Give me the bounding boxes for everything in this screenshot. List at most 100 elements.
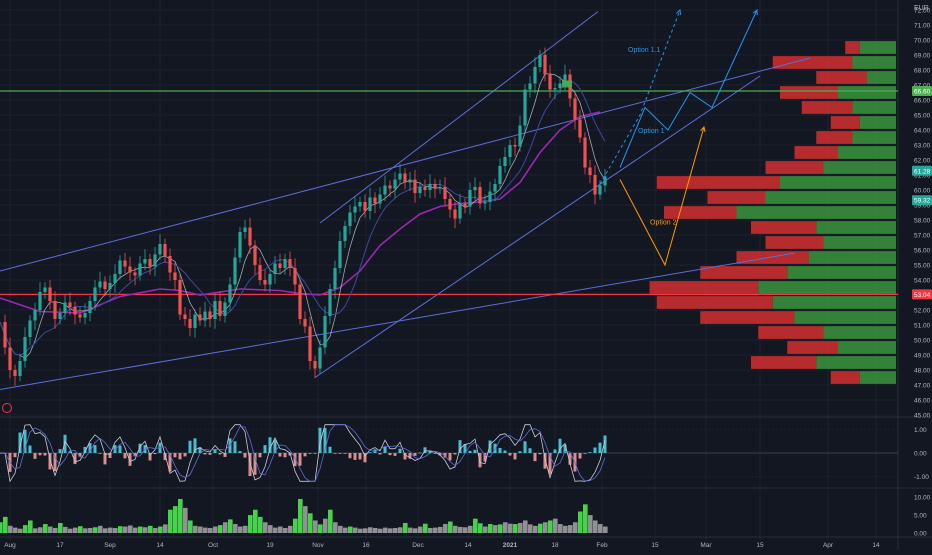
osc-histogram-bar bbox=[128, 453, 132, 466]
candle-body bbox=[43, 287, 47, 292]
candle-body bbox=[208, 311, 212, 319]
vp-bar-down bbox=[830, 116, 860, 129]
steep-upper-line bbox=[319, 11, 599, 224]
osc-histogram-bar bbox=[138, 443, 142, 453]
info-circle-icon[interactable] bbox=[2, 403, 12, 413]
volume-bar bbox=[528, 524, 533, 533]
time-tick-label: 15 bbox=[756, 542, 764, 549]
candle-body bbox=[348, 212, 352, 226]
volume-bar bbox=[328, 509, 333, 533]
price-tick-label: 57.00 bbox=[914, 233, 931, 240]
price-tick-label: 61.00 bbox=[914, 173, 931, 180]
candle-body bbox=[373, 197, 377, 204]
time-tick-label: Dec bbox=[412, 542, 424, 549]
osc-histogram-bar bbox=[393, 453, 397, 456]
volume-bar bbox=[573, 522, 578, 533]
osc-histogram-bar bbox=[488, 440, 492, 453]
osc-histogram-bar bbox=[408, 453, 412, 459]
candle-body bbox=[263, 280, 267, 285]
volume-bar bbox=[208, 527, 213, 533]
candle-body bbox=[8, 347, 12, 370]
osc-histogram-bar bbox=[83, 446, 87, 453]
candle-body bbox=[188, 319, 192, 328]
volume-bar bbox=[268, 525, 273, 533]
osc-histogram-bar bbox=[503, 450, 507, 453]
volume-bar bbox=[488, 524, 493, 533]
vp-bar-down bbox=[736, 251, 809, 264]
volume-bar bbox=[453, 525, 458, 533]
vp-bar-down bbox=[780, 86, 838, 99]
vp-bar-up bbox=[816, 221, 896, 234]
osc-histogram-bar bbox=[438, 453, 442, 456]
candle-body bbox=[173, 272, 177, 280]
time-tick-label: Mar bbox=[700, 542, 712, 549]
osc-histogram-bar bbox=[73, 453, 77, 465]
horizontal-levels bbox=[0, 90, 898, 295]
candle-body bbox=[148, 259, 152, 267]
volume-bar bbox=[333, 522, 338, 533]
osc-histogram-bar bbox=[348, 453, 352, 459]
vp-bar-down bbox=[700, 266, 788, 279]
volume-bar bbox=[433, 527, 438, 533]
price-tick-label: 71.00 bbox=[914, 23, 931, 30]
candle-body bbox=[558, 83, 562, 88]
price-tick-label: 65.00 bbox=[914, 113, 931, 120]
volume-bar bbox=[78, 526, 83, 533]
volume-bar bbox=[223, 522, 228, 533]
osc-histogram-bar bbox=[183, 453, 187, 457]
candle-body bbox=[428, 184, 432, 190]
osc-tick-label: -1.00 bbox=[914, 474, 929, 481]
osc-histogram-bar bbox=[363, 453, 367, 463]
osc-histogram-bar bbox=[593, 447, 597, 453]
candle-body bbox=[213, 301, 217, 319]
candle-body bbox=[383, 185, 387, 195]
vp-bar-up bbox=[838, 146, 896, 159]
osc-histogram-bar bbox=[353, 453, 357, 460]
candle-body bbox=[118, 260, 122, 274]
ma-fast-line bbox=[0, 73, 606, 359]
time-tick-label: 14 bbox=[156, 542, 164, 549]
volume-bar bbox=[428, 527, 433, 533]
candle-body bbox=[38, 292, 42, 310]
candle-body bbox=[453, 209, 457, 219]
candle-body bbox=[318, 347, 322, 369]
osc-histogram-bar bbox=[303, 453, 307, 457]
volume-bar bbox=[288, 525, 293, 533]
candle-body bbox=[573, 98, 577, 120]
vol-tick-label: 0.00 bbox=[914, 531, 927, 538]
osc-histogram-bar bbox=[313, 453, 317, 454]
candle-body bbox=[313, 361, 317, 369]
candle-body bbox=[553, 88, 557, 90]
volume-bar bbox=[538, 523, 543, 533]
volume-bar bbox=[93, 527, 98, 533]
vp-bar-down bbox=[656, 296, 773, 309]
volume-bar bbox=[493, 525, 498, 533]
volume-bar bbox=[553, 518, 558, 533]
osc-histogram-bar bbox=[378, 453, 382, 455]
vp-bar-down bbox=[772, 56, 853, 69]
osc-histogram-bar bbox=[478, 453, 482, 468]
volume-bar bbox=[403, 522, 408, 533]
candle-body bbox=[603, 176, 607, 186]
volume-bar bbox=[358, 528, 363, 533]
vp-bar-up bbox=[823, 236, 896, 249]
volume-bar bbox=[423, 523, 428, 533]
candle-body bbox=[103, 281, 107, 289]
vp-bar-down bbox=[787, 341, 838, 354]
candle-body bbox=[58, 313, 62, 319]
volume-bar bbox=[383, 527, 388, 533]
candle-body bbox=[28, 320, 32, 337]
osc-histogram-bar bbox=[448, 453, 452, 461]
osc-histogram-bar bbox=[223, 453, 227, 457]
candle-body bbox=[278, 263, 282, 268]
vp-bar-up bbox=[838, 86, 896, 99]
volume-bar bbox=[393, 527, 398, 533]
osc-line bbox=[0, 424, 606, 483]
osc-histogram-bar bbox=[93, 445, 97, 453]
price-tick-label: 45.00 bbox=[914, 413, 931, 420]
candle-body bbox=[333, 268, 337, 289]
volume-bar bbox=[298, 498, 303, 533]
candle-body bbox=[503, 157, 507, 166]
osc-histogram-bar bbox=[228, 438, 232, 453]
